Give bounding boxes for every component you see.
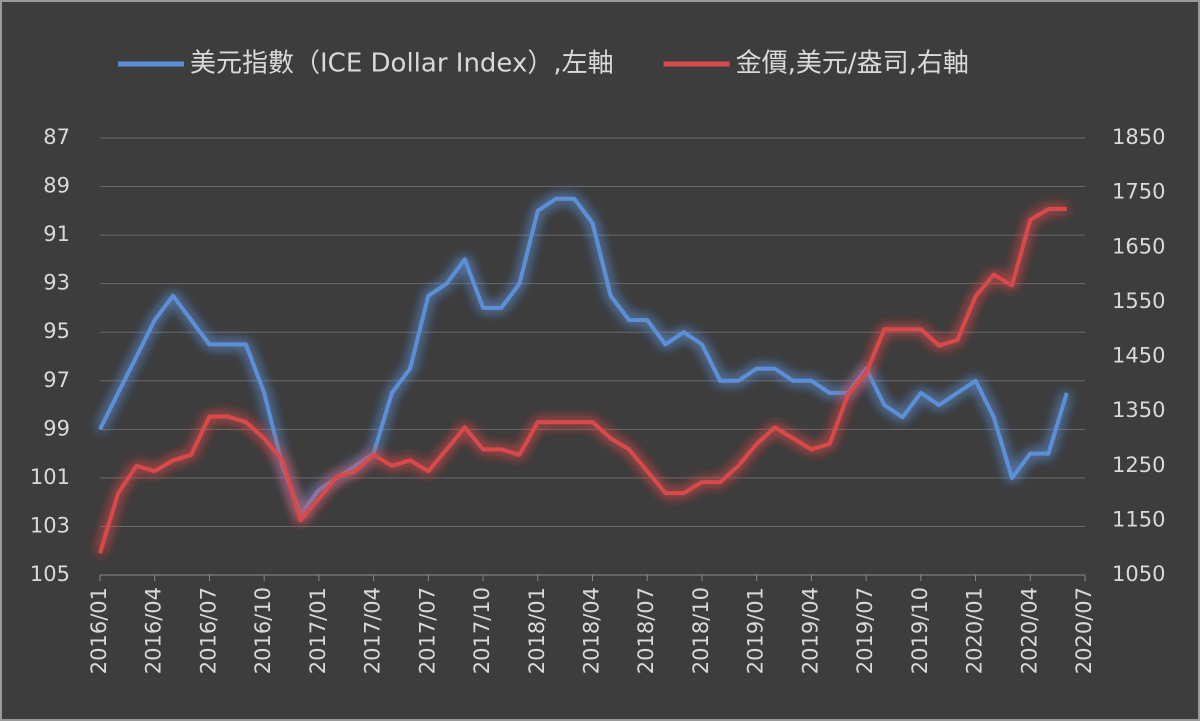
x-tick-label: 2016/04 xyxy=(142,587,166,674)
x-tick-label: 2016/07 xyxy=(196,587,220,674)
x-tick-label: 2017/04 xyxy=(361,587,385,674)
x-tick-label: 2018/10 xyxy=(689,587,713,674)
y2-tick-label: 1550 xyxy=(1112,289,1165,313)
x-tick-label: 2019/07 xyxy=(853,587,877,674)
y-tick-label: 103 xyxy=(30,513,70,537)
y2-tick-label: 1150 xyxy=(1112,507,1165,531)
y2-tick-label: 1450 xyxy=(1112,344,1165,368)
y2-tick-label: 1750 xyxy=(1112,180,1165,204)
y-tick-label: 105 xyxy=(30,562,70,586)
y2-tick-label: 1050 xyxy=(1112,562,1165,586)
y-tick-label: 87 xyxy=(43,125,70,149)
y-tick-label: 95 xyxy=(43,319,70,343)
x-tick-label: 2016/10 xyxy=(251,587,275,674)
x-tick-label: 2018/01 xyxy=(525,587,549,674)
x-tick-label: 2017/07 xyxy=(415,587,439,674)
y2-tick-label: 1850 xyxy=(1112,125,1165,149)
x-tick-label: 2019/04 xyxy=(798,587,822,674)
y-tick-label: 89 xyxy=(43,174,70,198)
y-tick-label: 93 xyxy=(43,271,70,295)
x-tick-label: 2019/10 xyxy=(908,587,932,674)
x-tick-label: 2017/10 xyxy=(470,587,494,674)
y-tick-label: 91 xyxy=(43,222,70,246)
y-tick-label: 101 xyxy=(30,465,70,489)
legend: 美元指數（ICE Dollar Index）,左軸 金價,美元/盎司,右軸 xyxy=(118,49,969,79)
x-tick-label: 2020/01 xyxy=(963,587,987,674)
x-tick-label: 2017/01 xyxy=(306,587,330,674)
x-tick-label: 2020/04 xyxy=(1017,587,1041,674)
x-tick-label: 2019/01 xyxy=(744,587,768,674)
y2-tick-label: 1250 xyxy=(1112,453,1165,477)
legend-label: 美元指數（ICE Dollar Index）,左軸 xyxy=(190,49,614,79)
x-tick-label: 2020/07 xyxy=(1072,587,1096,674)
y-tick-label: 99 xyxy=(43,416,70,440)
x-tick-label: 2018/04 xyxy=(580,587,604,674)
y2-tick-label: 1350 xyxy=(1112,398,1165,422)
y-tick-label: 97 xyxy=(43,368,70,392)
series-line xyxy=(98,196,1069,517)
x-tick-label: 2018/07 xyxy=(634,587,658,674)
legend-label: 金價,美元/盎司,右軸 xyxy=(736,49,969,79)
y2-tick-label: 1650 xyxy=(1112,234,1165,258)
x-tick-label: 2016/01 xyxy=(87,587,111,674)
series-line xyxy=(98,207,1067,554)
